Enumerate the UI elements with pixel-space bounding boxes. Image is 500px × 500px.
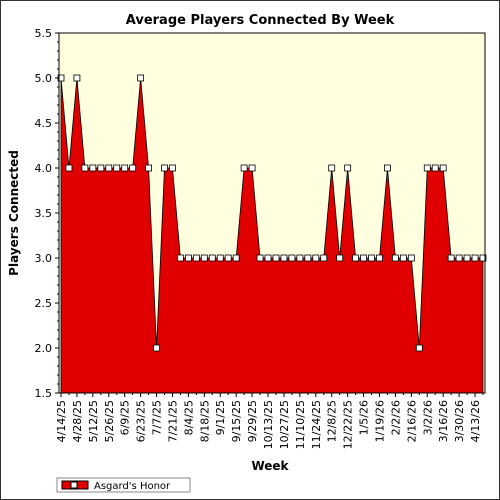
data-point <box>288 254 296 262</box>
legend-marker <box>70 481 78 489</box>
x-tick-label: 2/16/26 <box>405 400 418 442</box>
x-tick-label: 4/14/25 <box>55 400 68 442</box>
data-point <box>463 254 471 262</box>
data-point <box>328 164 336 172</box>
data-point <box>304 254 312 262</box>
legend-entry-asgards-honor: Asgard's Honor <box>94 481 171 492</box>
data-point <box>471 254 479 262</box>
x-axis-ticks: 4/14/25 4/28/25 5/12/25 5/26/25 6/9/25 6/23/2… <box>55 393 484 449</box>
legend: Asgard's Honor <box>56 477 191 493</box>
data-point <box>137 74 145 82</box>
y-axis-ticks: 1.5 2.0 2.5 3.0 3.5 4.0 4.5 5.0 5.5 <box>35 27 59 400</box>
data-point <box>200 254 208 262</box>
x-tick-label: 1/5/26 <box>358 400 371 435</box>
x-tick-label: 2/2/26 <box>389 400 402 435</box>
data-point <box>177 254 184 262</box>
data-point <box>113 164 121 172</box>
data-point <box>192 254 200 262</box>
data-point <box>89 164 97 172</box>
x-axis-title: Week <box>251 459 289 473</box>
y-tick-label: 3.0 <box>35 252 53 265</box>
data-point <box>153 344 160 352</box>
data-point <box>431 164 439 172</box>
data-point <box>439 164 447 172</box>
data-point <box>256 254 264 262</box>
x-tick-label: 12/22/25 <box>342 400 355 449</box>
data-point <box>129 164 137 172</box>
legend-box <box>56 477 191 493</box>
data-point <box>384 164 391 172</box>
data-point <box>399 254 407 262</box>
data-point <box>264 254 272 262</box>
y-axis-title: Players Connected <box>7 150 21 276</box>
x-tick-label: 4/28/25 <box>71 400 84 442</box>
data-point <box>240 164 248 172</box>
data-point <box>184 254 192 262</box>
data-point <box>423 164 431 172</box>
y-tick-label: 1.5 <box>35 387 53 400</box>
data-point <box>415 344 423 352</box>
data-point <box>161 164 168 172</box>
data-point <box>407 254 415 262</box>
data-point <box>97 164 105 172</box>
x-tick-label: 8/4/25 <box>182 400 195 435</box>
x-tick-label: 6/23/25 <box>135 400 148 442</box>
x-tick-label: 3/2/26 <box>421 400 434 435</box>
x-tick-label: 9/1/25 <box>214 400 227 435</box>
data-point <box>208 254 216 262</box>
x-tick-label: 12/8/25 <box>326 400 339 442</box>
chart-title: Average Players Connected By Week <box>126 13 395 28</box>
x-tick-label: 7/21/25 <box>166 400 179 442</box>
data-point <box>392 254 399 262</box>
x-tick-label: 10/27/25 <box>278 400 291 449</box>
data-point <box>352 254 360 262</box>
y-tick-label: 4.5 <box>35 117 53 130</box>
data-point <box>81 164 89 172</box>
data-point <box>248 164 256 172</box>
data-point <box>320 254 328 262</box>
x-tick-label: 8/18/25 <box>198 400 211 442</box>
x-tick-label: 7/7/25 <box>151 400 164 435</box>
data-point <box>296 254 304 262</box>
y-tick-label: 5.5 <box>35 27 53 40</box>
data-point <box>336 254 344 262</box>
x-tick-label: 9/29/25 <box>246 400 259 442</box>
data-point <box>216 254 224 262</box>
data-point <box>232 254 240 262</box>
y-tick-label: 2.5 <box>35 297 53 310</box>
data-point <box>105 164 113 172</box>
x-tick-label: 5/12/25 <box>87 400 100 442</box>
data-point <box>376 254 383 262</box>
x-tick-label: 9/15/25 <box>230 400 243 442</box>
x-tick-label: 6/9/25 <box>119 400 132 435</box>
x-tick-label: 5/26/25 <box>103 400 116 442</box>
data-point <box>65 164 73 172</box>
x-tick-label: 1/19/26 <box>373 400 386 442</box>
data-point <box>145 164 152 172</box>
data-point <box>280 254 288 262</box>
data-point <box>447 254 455 262</box>
x-tick-label: 11/24/25 <box>310 400 323 449</box>
data-point <box>169 164 176 172</box>
y-tick-label: 5.0 <box>35 72 53 85</box>
data-point <box>479 254 487 262</box>
y-tick-label: 3.5 <box>35 207 53 220</box>
x-tick-label: 3/30/26 <box>453 400 466 442</box>
data-point <box>73 74 81 82</box>
data-point <box>312 254 320 262</box>
x-tick-label: 11/10/25 <box>294 400 307 449</box>
y-tick-label: 4.0 <box>35 162 53 175</box>
data-point <box>360 254 367 262</box>
data-point <box>272 254 280 262</box>
x-tick-label: 3/16/26 <box>437 400 450 442</box>
data-point <box>224 254 232 262</box>
data-point <box>455 254 463 262</box>
data-point <box>344 164 352 172</box>
data-point <box>368 254 375 262</box>
x-tick-label: 4/13/26 <box>469 400 482 442</box>
x-tick-label: 10/13/25 <box>262 400 275 449</box>
data-point <box>121 164 129 172</box>
y-tick-label: 2.0 <box>35 342 53 355</box>
